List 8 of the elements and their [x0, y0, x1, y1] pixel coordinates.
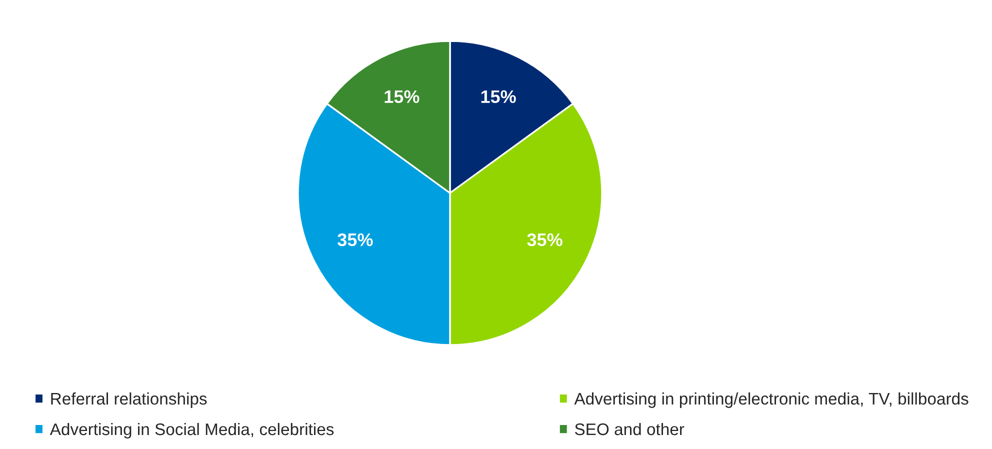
- data-label: 15%: [384, 90, 420, 104]
- data-label: 15%: [481, 90, 516, 104]
- legend-label: SEO and other: [574, 422, 684, 436]
- legend-label: Referral relationships: [51, 392, 207, 408]
- legend-label: Advertising in printing/electronic media, TV, billboards: [574, 392, 968, 408]
- legend-label: Advertising in Social Media, celebrities: [50, 422, 334, 438]
- data-label: 35%: [338, 233, 373, 246]
- data-label: 35%: [527, 233, 562, 246]
